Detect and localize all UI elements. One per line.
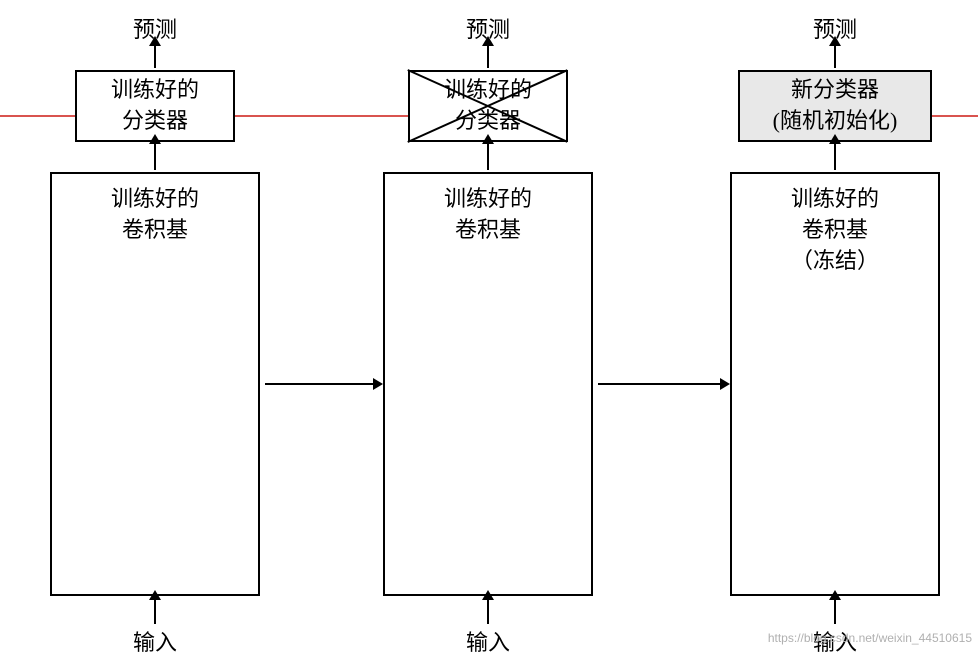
arrow-mid-3 [834,144,836,170]
arrow-mid-1 [154,144,156,170]
convbase-2-line2: 卷积基 [455,215,521,246]
arrow-top-3 [834,46,836,68]
convbase-2-line1: 训练好的 [444,184,532,215]
classifier-box-2: 训练好的 分类器 [408,70,568,142]
flow-arrow-2 [598,383,720,385]
flow-arrow-1 [265,383,373,385]
input-label-1: 输入 [133,625,177,653]
input-label-2: 输入 [466,625,510,653]
convbase-3-line3: （冻结） [791,246,879,277]
guide-line-2 [235,115,408,117]
arrow-mid-2 [487,144,489,170]
arrow-top-1 [154,46,156,68]
classifier-1-line2: 分类器 [122,106,188,137]
arrow-bot-3 [834,600,836,624]
classifier-2-line2: 分类器 [455,106,521,137]
classifier-3-line1: 新分类器 [791,75,879,106]
convbase-box-3: 训练好的 卷积基 （冻结） [730,172,940,596]
arrow-top-2 [487,46,489,68]
watermark-text: https://blog.csdn.net/weixin_44510615 [768,631,972,645]
guide-line-1 [0,115,75,117]
convbase-box-2: 训练好的 卷积基 [383,172,593,596]
convbase-1-line1: 训练好的 [111,184,199,215]
convbase-box-1: 训练好的 卷积基 [50,172,260,596]
convbase-1-line2: 卷积基 [122,215,188,246]
classifier-box-3: 新分类器 (随机初始化) [738,70,932,142]
classifier-box-1: 训练好的 分类器 [75,70,235,142]
classifier-3-line2: (随机初始化) [773,106,898,137]
convbase-3-line2: 卷积基 [802,215,868,246]
convbase-3-line1: 训练好的 [791,184,879,215]
diagram-canvas: 预测 训练好的 分类器 训练好的 卷积基 输入 预测 训练好的 分类器 训练好的… [0,0,978,653]
arrow-bot-2 [487,600,489,624]
classifier-1-line1: 训练好的 [111,75,199,106]
guide-line-3 [932,115,978,117]
arrow-bot-1 [154,600,156,624]
